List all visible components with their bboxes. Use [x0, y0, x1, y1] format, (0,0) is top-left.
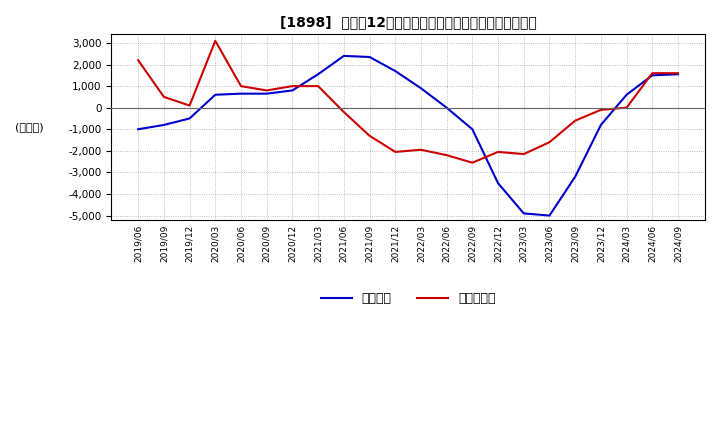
経常利益: [340, 53, 348, 59]
Title: [1898]  利益だ12か月移動合計の対前年同期増減額の推移: [1898] 利益だ12か月移動合計の対前年同期増減額の推移: [279, 15, 536, 29]
経常利益: [365, 55, 374, 60]
経常利益: [648, 73, 657, 78]
当期純利益: [417, 147, 426, 152]
経常利益: [160, 122, 168, 128]
Y-axis label: (百万円): (百万円): [15, 122, 44, 132]
経常利益: [211, 92, 220, 97]
経常利益: [494, 180, 503, 186]
経常利益: [674, 72, 683, 77]
経常利益: [417, 86, 426, 91]
経常利益: [442, 105, 451, 110]
Legend: 経常利益, 当期純利益: 経常利益, 当期純利益: [315, 287, 500, 310]
当期純利益: [237, 84, 246, 89]
当期純利益: [494, 149, 503, 154]
当期純利益: [134, 58, 143, 63]
当期純利益: [340, 110, 348, 115]
経常利益: [391, 68, 400, 73]
当期純利益: [622, 105, 631, 110]
経常利益: [519, 211, 528, 216]
当期純利益: [674, 70, 683, 76]
当期純利益: [160, 94, 168, 99]
当期純利益: [262, 88, 271, 93]
当期純利益: [288, 84, 297, 89]
当期純利益: [571, 118, 580, 123]
経常利益: [314, 72, 323, 77]
当期純利益: [597, 107, 606, 113]
当期純利益: [519, 151, 528, 157]
経常利益: [597, 122, 606, 128]
経常利益: [468, 127, 477, 132]
当期純利益: [211, 38, 220, 44]
当期純利益: [648, 70, 657, 76]
経常利益: [571, 174, 580, 180]
当期純利益: [545, 139, 554, 145]
当期純利益: [442, 153, 451, 158]
Line: 経常利益: 経常利益: [138, 56, 678, 216]
当期純利益: [365, 133, 374, 138]
経常利益: [237, 91, 246, 96]
経常利益: [134, 127, 143, 132]
経常利益: [622, 92, 631, 97]
経常利益: [545, 213, 554, 218]
経常利益: [288, 88, 297, 93]
当期純利益: [391, 149, 400, 154]
当期純利益: [185, 103, 194, 108]
経常利益: [185, 116, 194, 121]
経常利益: [262, 91, 271, 96]
Line: 当期純利益: 当期純利益: [138, 41, 678, 163]
当期純利益: [314, 84, 323, 89]
当期純利益: [468, 160, 477, 165]
